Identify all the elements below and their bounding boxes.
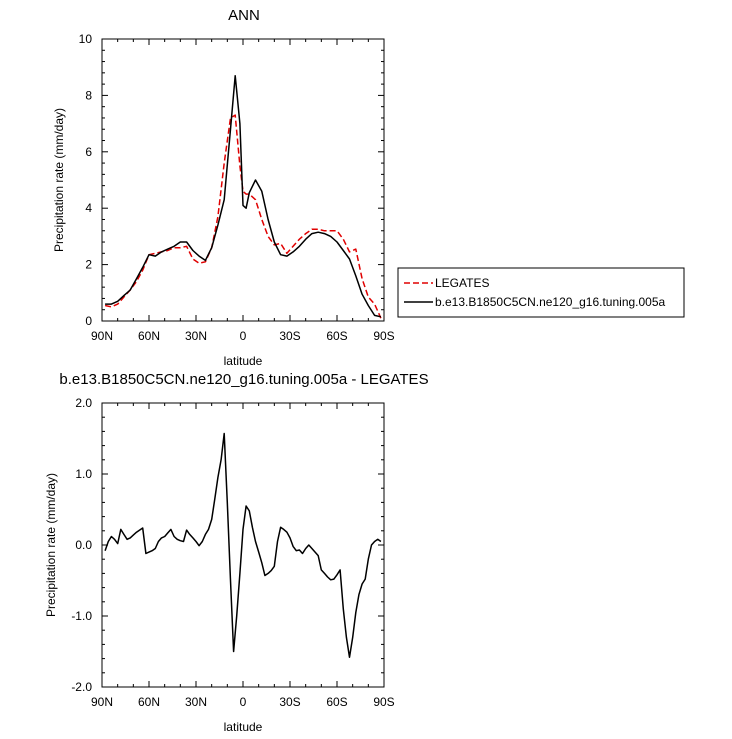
legend-box	[397, 267, 685, 318]
legend-label-model: b.e13.B1850C5CN.ne120_g16.tuning.005a	[435, 295, 666, 309]
bottom-series-line-model	[104, 432, 382, 658]
top-xtick-label: 30N	[185, 329, 207, 343]
top-x-axis-label: latitude	[224, 354, 263, 368]
bottom-ytick-label: 1.0	[75, 467, 92, 481]
top-xtick-label: 60S	[326, 329, 347, 343]
top-ytick-label: 2	[85, 258, 92, 272]
top-xtick-label: 0	[240, 329, 247, 343]
bottom-ytick-label: 0.0	[75, 538, 92, 552]
legend-label-legates: LEGATES	[435, 276, 489, 290]
top-series-line-model	[105, 74, 382, 318]
bottom-xtick-label: 90N	[91, 695, 113, 709]
bottom-xtick-label: 90S	[373, 695, 394, 709]
top-xtick-label: 90S	[373, 329, 394, 343]
top-y-axis-label: Precipitation rate (mm/day)	[52, 108, 66, 252]
bottom-x-axis-label: latitude	[224, 720, 263, 734]
top-ytick-label: 8	[85, 88, 92, 102]
top-plot-frame	[101, 38, 385, 322]
top-xtick-label: 90N	[91, 329, 113, 343]
legend: LEGATES b.e13.B1850C5CN.ne120_g16.tuning…	[397, 267, 685, 318]
top-ytick-label: 4	[85, 201, 92, 215]
top-ytick-label: 0	[85, 314, 92, 328]
bottom-ytick-label: -2.0	[71, 680, 92, 694]
top-ytick-label: 6	[85, 145, 92, 159]
bottom-chart-title: b.e13.B1850C5CN.ne120_g16.tuning.005a - …	[59, 371, 428, 388]
top-ytick-label: 10	[79, 32, 93, 46]
bottom-ytick-label: 2.0	[75, 396, 92, 410]
bottom-y-axis-label: Precipitation rate (mm/day)	[44, 473, 58, 617]
top-chart-title: ANN	[228, 7, 260, 24]
bottom-xtick-label: 60S	[326, 695, 347, 709]
difference-panel-bottom: b.e13.B1850C5CN.ne120_g16.tuning.005a - …	[44, 371, 429, 734]
bottom-xtick-label: 30S	[279, 695, 300, 709]
top-series-line-legates	[104, 114, 382, 319]
bottom-xtick-label: 0	[240, 695, 247, 709]
bottom-xtick-label: 60N	[138, 695, 160, 709]
bottom-ytick-label: -1.0	[71, 609, 92, 623]
bottom-xtick-label: 30N	[185, 695, 207, 709]
top-xtick-label: 60N	[138, 329, 160, 343]
top-xtick-label: 30S	[279, 329, 300, 343]
